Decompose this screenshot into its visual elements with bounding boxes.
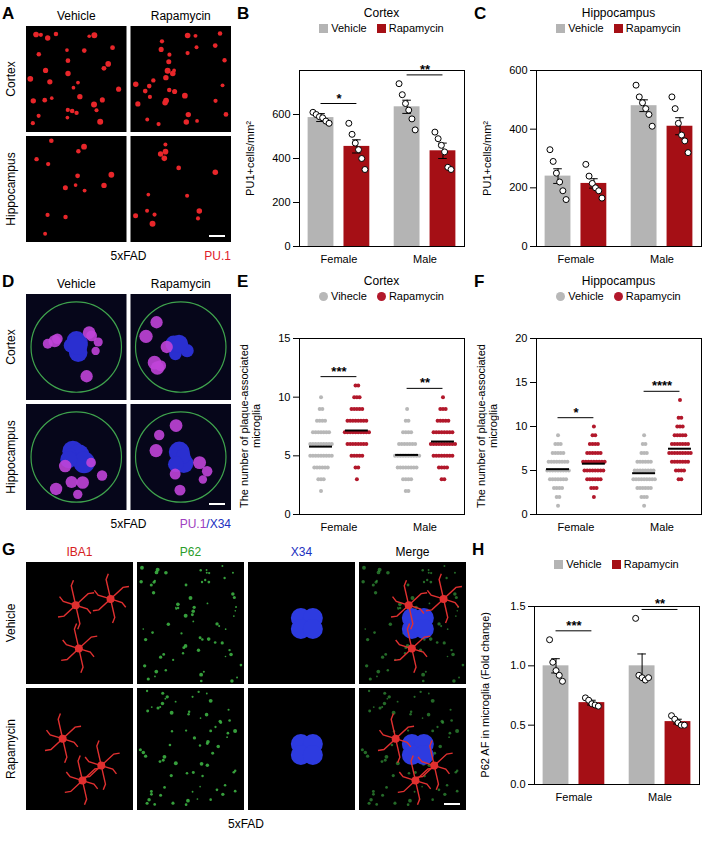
svg-text:Female: Female <box>558 253 595 265</box>
svg-text:A: A <box>2 4 14 23</box>
svg-text:0.5: 0.5 <box>510 719 525 731</box>
svg-text:1.5: 1.5 <box>510 600 525 612</box>
html-text:Rapamycin: Rapamycin <box>388 22 444 34</box>
html-text:B: B <box>237 4 250 23</box>
html-text:The number of plaque-associate: The number of plaque-associated microgli… <box>475 344 499 508</box>
svg-text:**: ** <box>420 375 431 390</box>
svg-text:0: 0 <box>521 508 527 520</box>
svg-text:PU.1/X34: PU.1/X34 <box>180 517 232 531</box>
html-text:E: E <box>237 272 249 291</box>
svg-text:600: 600 <box>509 64 527 76</box>
svg-text:20: 20 <box>515 332 527 344</box>
html-text:P62 AF in microglia (Fold chan: P62 AF in microglia (Fold change) <box>479 612 491 778</box>
svg-text:1.0: 1.0 <box>510 659 525 671</box>
html-text:Hippocampus: Hippocampus <box>581 274 656 288</box>
svg-text:Cortex: Cortex <box>4 61 18 96</box>
svg-text:Hippocampus: Hippocampus <box>4 420 18 493</box>
html-text:Vihecle: Vihecle <box>331 290 367 302</box>
svg-text:15: 15 <box>278 332 290 344</box>
svg-text:***: *** <box>331 364 347 379</box>
svg-text:5xFAD: 5xFAD <box>110 517 146 531</box>
svg-text:Male: Male <box>413 253 437 265</box>
svg-text:**: ** <box>655 596 666 611</box>
svg-text:Rapamycin: Rapamycin <box>151 277 211 291</box>
svg-text:Vehicle: Vehicle <box>57 9 96 23</box>
svg-text:Merge: Merge <box>395 545 429 559</box>
html-text:Cortex: Cortex <box>363 6 400 20</box>
svg-text:0: 0 <box>521 240 527 252</box>
svg-text:*: * <box>336 91 342 106</box>
svg-text:15: 15 <box>515 376 527 388</box>
html-text:Rapamycin: Rapamycin <box>625 22 681 34</box>
html-text:The number of plaque-associate: The number of plaque-associated microgli… <box>238 344 262 508</box>
svg-text:G: G <box>2 540 15 559</box>
svg-text:400: 400 <box>272 152 290 164</box>
svg-text:Male: Male <box>650 521 674 533</box>
svg-text:5: 5 <box>284 449 290 461</box>
html-text:Rapamycin: Rapamycin <box>388 290 444 302</box>
svg-text:Male: Male <box>650 253 674 265</box>
html-text:Vehicle: Vehicle <box>566 558 602 570</box>
svg-text:Vehicle: Vehicle <box>57 277 96 291</box>
html-text:H: H <box>472 540 485 559</box>
svg-text:D: D <box>2 272 14 291</box>
svg-text:600: 600 <box>272 108 290 120</box>
svg-text:0: 0 <box>284 508 290 520</box>
svg-text:0.0: 0.0 <box>510 778 525 790</box>
html-text:Vehicle: Vehicle <box>568 290 604 302</box>
svg-text:10: 10 <box>515 420 527 432</box>
svg-text:5xFAD: 5xFAD <box>228 817 264 831</box>
html-text:F: F <box>474 272 485 291</box>
svg-text:Vehicle: Vehicle <box>4 603 18 642</box>
html-text:Vehicle: Vehicle <box>568 22 604 34</box>
svg-text:400: 400 <box>509 123 527 135</box>
html-text:C: C <box>474 4 487 23</box>
svg-text:**: ** <box>420 62 431 77</box>
svg-text:IBA1: IBA1 <box>66 545 92 559</box>
html-text:Rapamycin: Rapamycin <box>623 558 679 570</box>
svg-text:Cortex: Cortex <box>4 329 18 364</box>
svg-text:5xFAD: 5xFAD <box>110 249 146 263</box>
html-text:Cortex: Cortex <box>363 274 400 288</box>
svg-text:PU.1: PU.1 <box>204 249 231 263</box>
svg-text:0: 0 <box>284 240 290 252</box>
svg-text:Female: Female <box>321 521 358 533</box>
html-text:PU1+cells/mm²: PU1+cells/mm² <box>481 120 493 196</box>
svg-text:200: 200 <box>509 181 527 193</box>
svg-text:Rapamycin: Rapamycin <box>4 719 18 779</box>
svg-text:5: 5 <box>521 464 527 476</box>
svg-text:Female: Female <box>558 521 595 533</box>
svg-text:Female: Female <box>556 791 593 803</box>
html-text:Rapamycin: Rapamycin <box>625 290 681 302</box>
svg-text:Male: Male <box>648 791 672 803</box>
html-text:Hippocampus: Hippocampus <box>581 6 656 20</box>
svg-text:Female: Female <box>321 253 358 265</box>
svg-text:***: *** <box>566 618 582 633</box>
svg-text:****: **** <box>652 378 673 393</box>
svg-text:Rapamycin: Rapamycin <box>151 9 211 23</box>
svg-text:200: 200 <box>272 196 290 208</box>
svg-text:Hippocampus: Hippocampus <box>4 152 18 225</box>
svg-text:P62: P62 <box>180 545 202 559</box>
html-text:Vehicle: Vehicle <box>331 22 367 34</box>
svg-text:10: 10 <box>278 391 290 403</box>
svg-text:*: * <box>573 405 579 420</box>
svg-text:X34: X34 <box>291 545 313 559</box>
html-text:PU1+cells/mm²: PU1+cells/mm² <box>244 120 256 196</box>
svg-text:Male: Male <box>413 521 437 533</box>
